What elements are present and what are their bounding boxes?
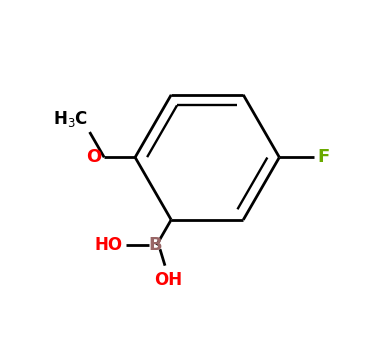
Text: HO: HO	[95, 236, 123, 254]
Text: F: F	[317, 148, 329, 166]
Text: H$_3$C: H$_3$C	[53, 109, 88, 129]
Text: B: B	[148, 236, 162, 254]
Text: OH: OH	[154, 272, 182, 290]
Text: O: O	[86, 148, 101, 166]
